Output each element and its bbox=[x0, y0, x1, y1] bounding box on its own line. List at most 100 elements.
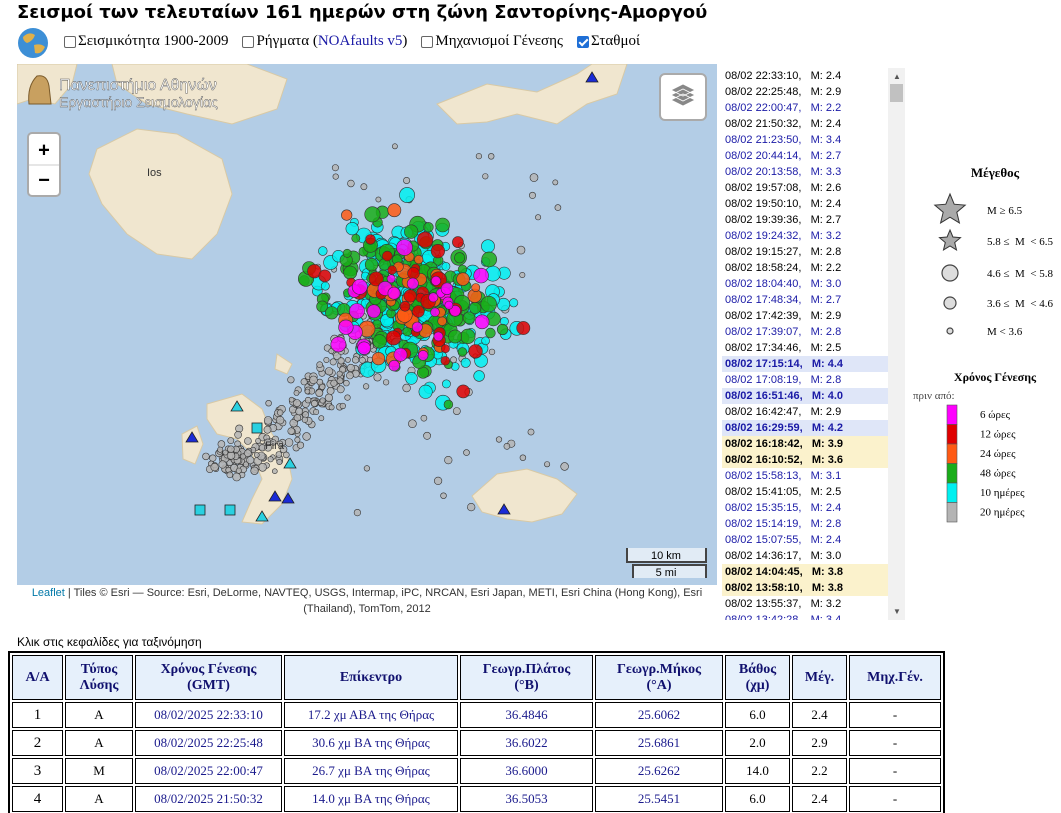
earthquake[interactable] bbox=[277, 440, 284, 447]
earthquake[interactable] bbox=[387, 203, 402, 218]
earthquake[interactable] bbox=[475, 153, 483, 160]
earthquake[interactable] bbox=[462, 311, 476, 325]
earthquake[interactable] bbox=[411, 321, 423, 333]
event-item[interactable]: 08/02 17:08:19, M: 2.8 bbox=[722, 372, 888, 388]
earthquake[interactable] bbox=[318, 269, 332, 283]
earthquake[interactable] bbox=[452, 236, 464, 248]
earthquake[interactable] bbox=[412, 305, 425, 318]
earthquake[interactable] bbox=[244, 437, 252, 445]
earthquake[interactable] bbox=[375, 196, 382, 203]
earthquake[interactable] bbox=[330, 336, 347, 353]
earthquake[interactable] bbox=[338, 319, 354, 335]
earthquake[interactable] bbox=[387, 265, 397, 275]
earthquake[interactable] bbox=[364, 257, 379, 272]
option[interactable]: Ρήγματα (NOAfaults v5) bbox=[242, 33, 407, 50]
earthquake[interactable] bbox=[289, 418, 298, 428]
event-item[interactable]: 08/02 13:58:10, M: 3.8 bbox=[722, 580, 888, 596]
event-item[interactable]: 08/02 14:04:45, M: 3.8 bbox=[722, 564, 888, 580]
earthquake[interactable] bbox=[226, 471, 234, 479]
column-header[interactable]: Βάθος (χμ) bbox=[725, 655, 790, 700]
earthquake[interactable] bbox=[293, 399, 301, 407]
earthquake[interactable] bbox=[544, 461, 551, 468]
event-item[interactable]: 08/02 16:18:42, M: 3.9 bbox=[722, 436, 888, 452]
scroll-up[interactable]: ▲ bbox=[893, 72, 901, 81]
earthquake[interactable] bbox=[352, 356, 360, 364]
column-header[interactable]: Α/Α bbox=[12, 655, 63, 700]
event-item[interactable]: 08/02 17:34:46, M: 2.5 bbox=[722, 340, 888, 356]
earthquake[interactable] bbox=[309, 375, 318, 385]
earthquake[interactable] bbox=[365, 234, 376, 245]
earthquake[interactable] bbox=[336, 377, 344, 385]
earthquake[interactable] bbox=[440, 492, 447, 499]
earthquake[interactable] bbox=[316, 361, 324, 369]
earthquake[interactable] bbox=[403, 289, 417, 303]
event-item[interactable]: 08/02 17:39:07, M: 2.8 bbox=[722, 324, 888, 340]
table-row[interactable]: 1 A 08/02/2025 22:33:10 17.2 χμ ΑΒΑ της Θήρ… bbox=[12, 702, 941, 728]
earthquake[interactable] bbox=[529, 173, 539, 182]
earthquake[interactable] bbox=[460, 328, 476, 345]
earthquake[interactable] bbox=[391, 143, 398, 150]
earthquake[interactable] bbox=[328, 404, 335, 411]
earthquake[interactable] bbox=[469, 302, 482, 315]
earthquake[interactable] bbox=[456, 384, 471, 399]
zoom-in[interactable]: + bbox=[38, 139, 50, 161]
station[interactable] bbox=[185, 431, 199, 443]
earthquake[interactable] bbox=[217, 446, 224, 453]
earthquake[interactable] bbox=[341, 209, 353, 221]
earthquake[interactable] bbox=[385, 330, 401, 346]
earthquake[interactable] bbox=[509, 298, 519, 308]
earthquake[interactable] bbox=[320, 281, 330, 291]
earthquake[interactable] bbox=[288, 396, 295, 403]
earthquake[interactable] bbox=[244, 449, 252, 458]
event-item[interactable]: 08/02 19:39:36, M: 2.7 bbox=[722, 212, 888, 228]
earthquake[interactable] bbox=[430, 244, 446, 259]
earthquake[interactable] bbox=[275, 416, 285, 425]
earthquake[interactable] bbox=[434, 476, 443, 486]
event-item[interactable]: 08/02 19:50:10, M: 2.4 bbox=[722, 196, 888, 212]
earthquake[interactable] bbox=[552, 179, 559, 186]
earthquake[interactable] bbox=[346, 363, 355, 372]
earthquake[interactable] bbox=[210, 463, 219, 472]
earthquake[interactable] bbox=[440, 282, 454, 295]
event-item[interactable]: 08/02 17:42:39, M: 2.9 bbox=[722, 308, 888, 324]
event-item[interactable]: 08/02 15:07:55, M: 2.4 bbox=[722, 532, 888, 548]
station[interactable] bbox=[255, 510, 269, 522]
earthquake[interactable] bbox=[254, 452, 260, 458]
event-item[interactable]: 08/02 20:13:58, M: 3.3 bbox=[722, 164, 888, 180]
earthquake[interactable] bbox=[325, 306, 339, 320]
earthquake[interactable] bbox=[457, 347, 468, 357]
earthquake[interactable] bbox=[315, 389, 324, 397]
earthquake[interactable] bbox=[277, 409, 284, 416]
earthquake[interactable] bbox=[414, 255, 424, 265]
earthquake[interactable] bbox=[296, 441, 305, 449]
earthquake[interactable] bbox=[473, 267, 489, 284]
earthquake[interactable] bbox=[519, 454, 527, 461]
earthquake[interactable] bbox=[528, 191, 536, 199]
earthquake[interactable] bbox=[396, 239, 413, 256]
earthquake[interactable] bbox=[348, 303, 365, 319]
earthquake[interactable] bbox=[485, 327, 496, 339]
earthquake[interactable] bbox=[382, 250, 393, 262]
earthquake[interactable] bbox=[554, 204, 562, 211]
map[interactable]: Ios Fira Πανεπιστήμιο Αθηνών Εργαστήριο … bbox=[17, 64, 717, 585]
event-item[interactable]: 08/02 16:29:59, M: 4.2 bbox=[722, 420, 888, 436]
earthquake[interactable] bbox=[218, 460, 227, 469]
event-item[interactable]: 08/02 13:42:28, M: 3.4 bbox=[722, 612, 888, 620]
earthquake[interactable] bbox=[265, 400, 272, 407]
earthquake[interactable] bbox=[336, 370, 343, 377]
earthquake[interactable] bbox=[468, 344, 483, 359]
earthquake[interactable] bbox=[242, 461, 249, 468]
column-header[interactable]: Γεωγρ.Μήκος (°Α) bbox=[595, 655, 723, 700]
event-item[interactable]: 08/02 19:15:27, M: 2.8 bbox=[722, 244, 888, 260]
table-row[interactable]: 4 A 08/02/2025 21:50:32 14.0 χμ ΒΑ της Θήρα… bbox=[12, 786, 941, 812]
event-item[interactable]: 08/02 22:00:47, M: 2.2 bbox=[722, 100, 888, 116]
event-item[interactable]: 08/02 15:58:13, M: 3.1 bbox=[722, 468, 888, 484]
earthquake[interactable] bbox=[324, 393, 334, 402]
earthquake[interactable] bbox=[346, 371, 354, 380]
earthquake[interactable] bbox=[430, 275, 441, 286]
earthquake[interactable] bbox=[209, 454, 217, 462]
earthquake[interactable] bbox=[293, 389, 300, 396]
earthquake[interactable] bbox=[393, 347, 408, 362]
earthquake[interactable] bbox=[318, 415, 325, 422]
earthquake[interactable] bbox=[304, 396, 312, 404]
